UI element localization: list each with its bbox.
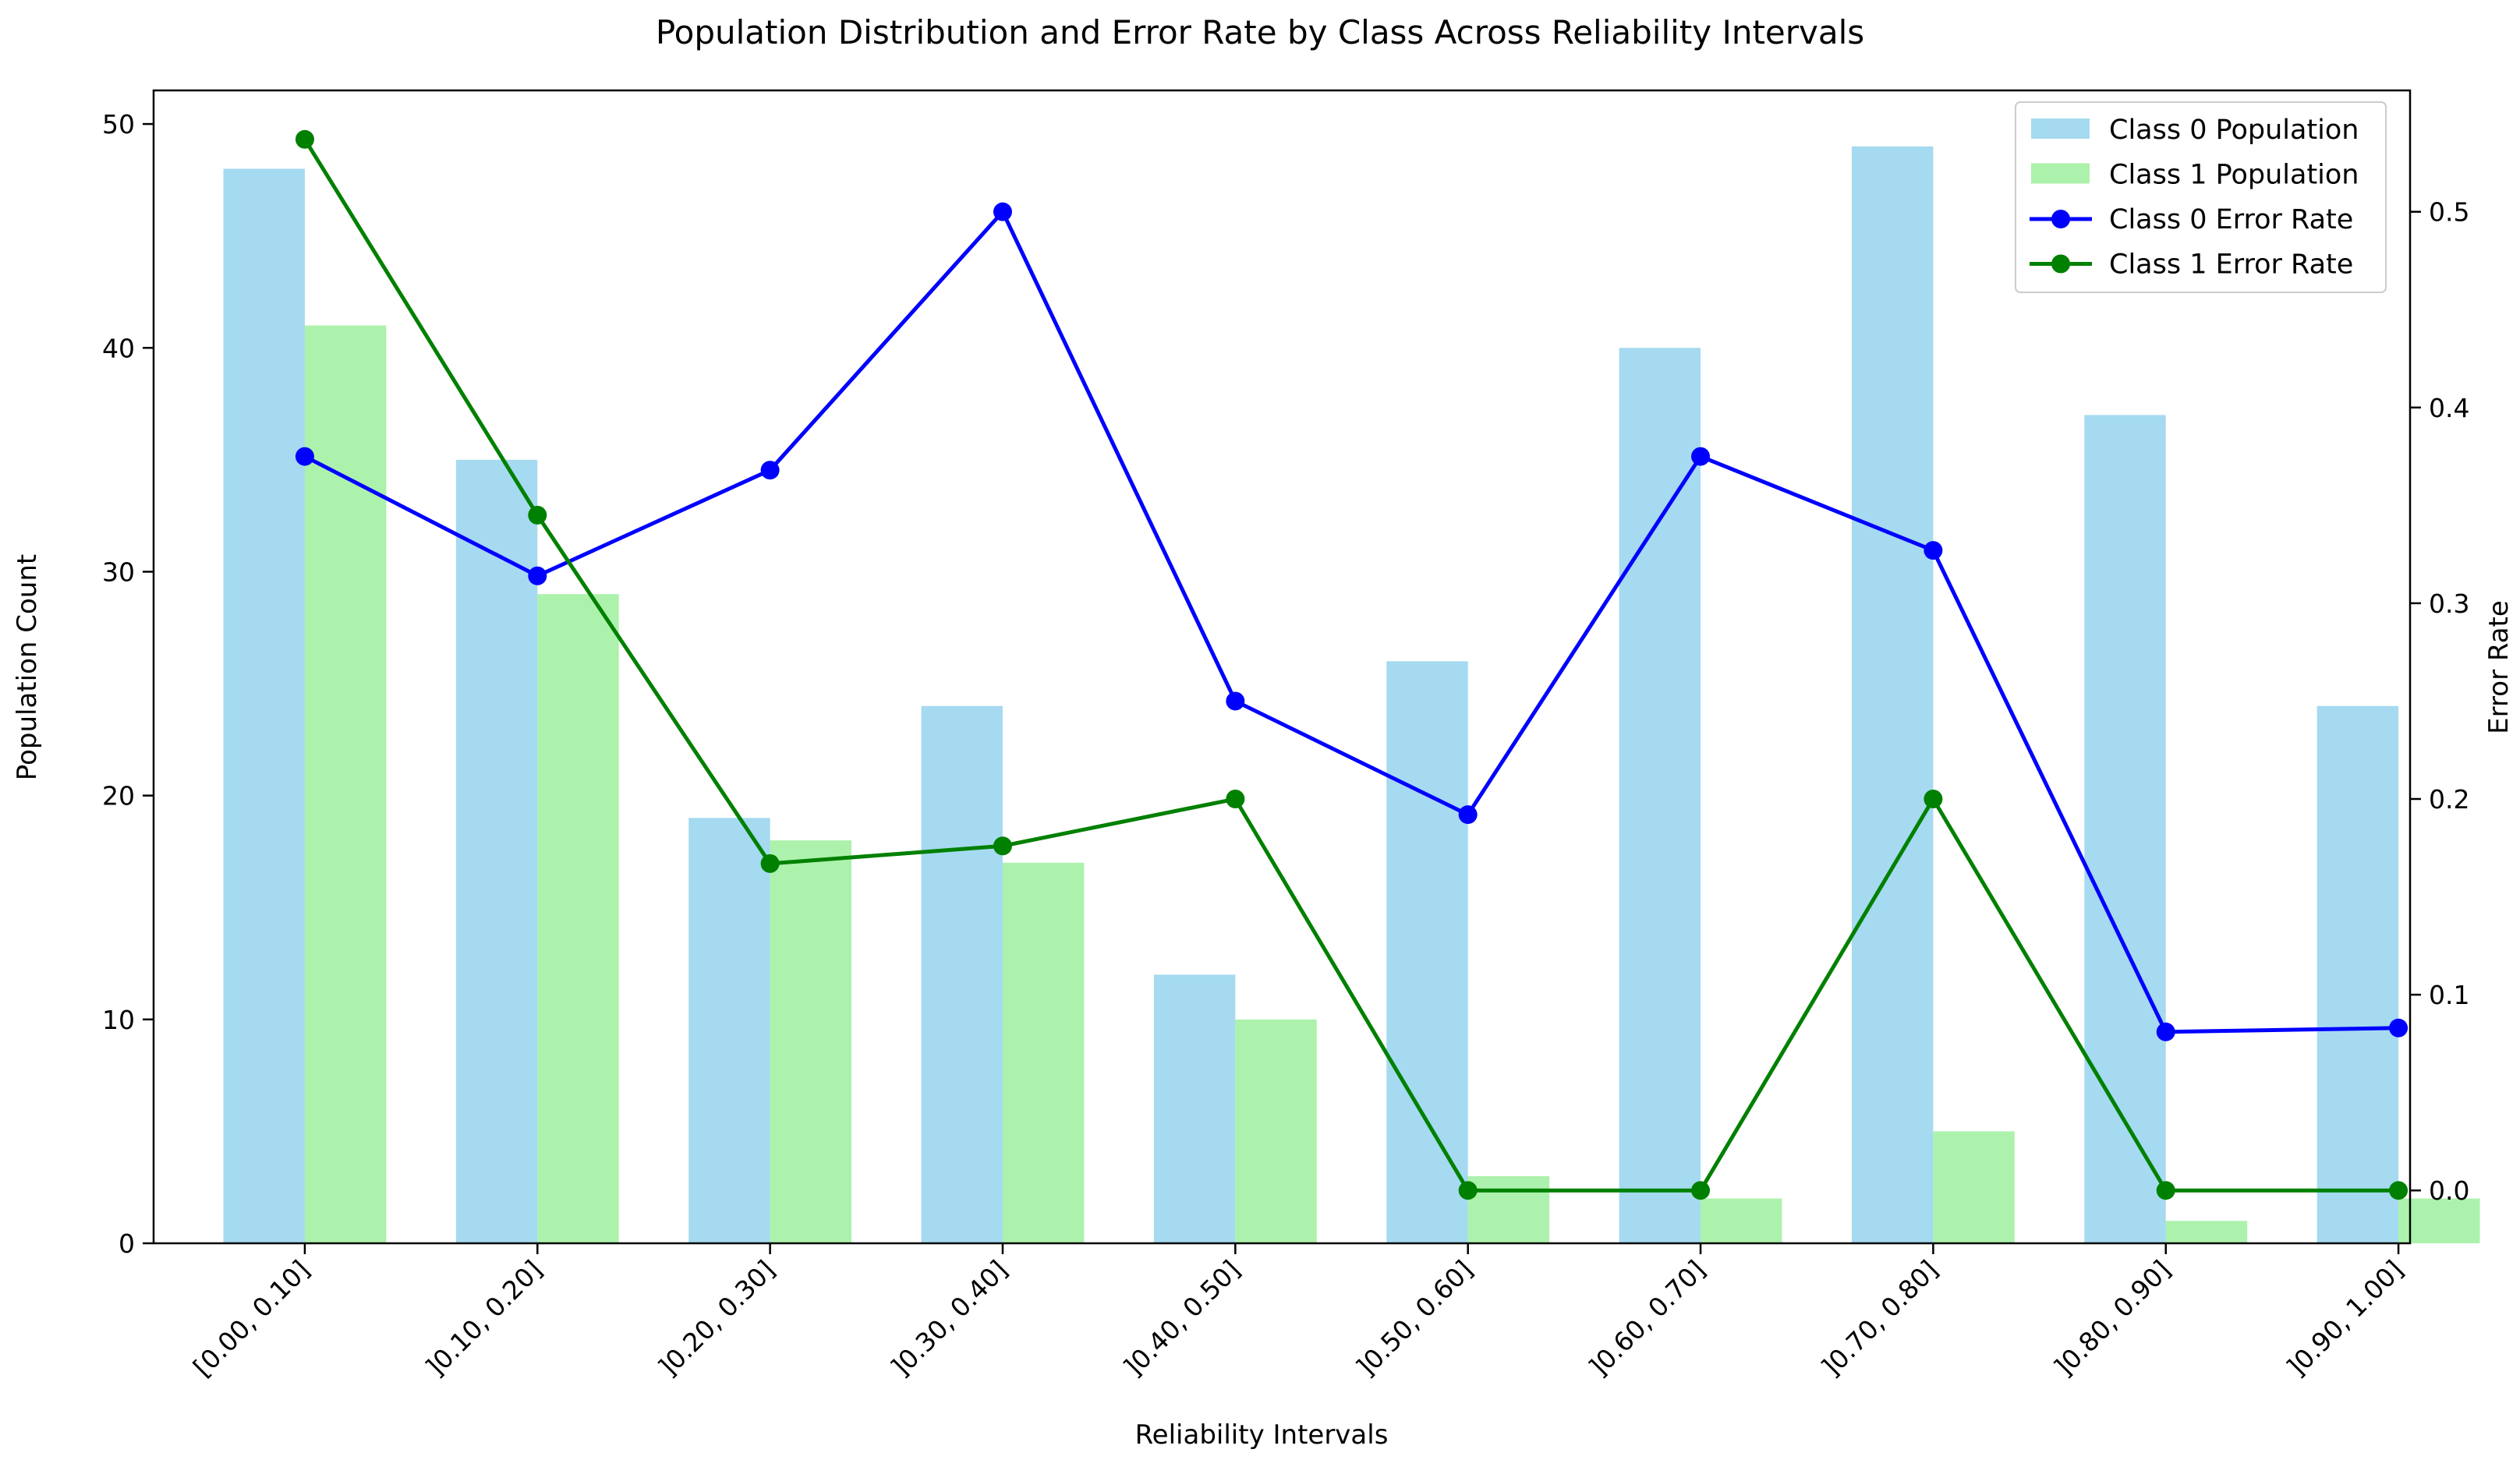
point-class0-error-4 xyxy=(1226,691,1245,711)
legend-swatch xyxy=(2031,163,2090,184)
y2-tick-label: 0.0 xyxy=(2429,1175,2469,1206)
y2-tick-label: 0.3 xyxy=(2429,589,2469,619)
plot-frame xyxy=(152,89,2412,1245)
bar-class0-2 xyxy=(688,818,770,1243)
y-axis-title: Population Count xyxy=(12,554,43,780)
y2-axis-title: Error Rate xyxy=(2483,600,2515,734)
y-tick-label: 30 xyxy=(102,557,135,587)
point-class0-error-9 xyxy=(2389,1018,2409,1038)
legend-swatch xyxy=(2031,118,2090,139)
point-class0-error-5 xyxy=(1458,805,1478,825)
bar-class1-2 xyxy=(770,840,852,1243)
point-class1-error-1 xyxy=(528,505,547,525)
bar-class0-3 xyxy=(921,705,1003,1243)
point-class1-error-6 xyxy=(1691,1181,1711,1200)
point-class1-error-7 xyxy=(1924,789,1943,808)
bar-class0-0 xyxy=(223,168,305,1244)
point-class0-error-8 xyxy=(2156,1022,2175,1041)
x-axis-title: Reliability Intervals xyxy=(1135,1419,1389,1451)
legend: Class 0 Population Class 1 Population Clas… xyxy=(2015,101,2387,293)
bar-class1-3 xyxy=(1002,862,1085,1243)
y-tick-label: 0 xyxy=(119,1228,135,1259)
y-tick-label: 20 xyxy=(102,781,135,811)
y2-tick-label: 0.5 xyxy=(2429,197,2469,228)
legend-label: Class 1 Population xyxy=(2109,160,2359,191)
line-class1-error-rate xyxy=(303,138,2399,1193)
bar-class0-8 xyxy=(2084,415,2166,1243)
legend-marker xyxy=(2051,210,2070,228)
bar-class1-6 xyxy=(1701,1198,1782,1243)
bar-class1-8 xyxy=(2165,1221,2248,1243)
line-class0-error-rate xyxy=(303,208,2399,1034)
bar-class1-4 xyxy=(1235,1019,1317,1243)
bar-class0-4 xyxy=(1153,974,1236,1243)
legend-box xyxy=(2015,101,2387,293)
point-class1-error-0 xyxy=(295,129,314,149)
y-tick-label: 10 xyxy=(102,1005,135,1035)
point-class1-error-3 xyxy=(993,836,1012,856)
point-class0-error-7 xyxy=(1924,541,1943,560)
chart-title: Population Distribution and Error Rate b… xyxy=(656,13,1864,51)
point-class0-error-0 xyxy=(295,447,314,466)
bar-class0-9 xyxy=(2316,705,2399,1243)
y2-tick-label: 0.1 xyxy=(2429,980,2469,1010)
bars-layer xyxy=(223,146,2480,1244)
point-class1-error-9 xyxy=(2389,1181,2409,1200)
point-class0-error-2 xyxy=(760,461,780,480)
y2-tick-label: 0.2 xyxy=(2429,784,2469,815)
point-class0-error-3 xyxy=(993,202,1012,221)
bar-class1-9 xyxy=(2398,1198,2480,1243)
legend-label: Class 0 Population xyxy=(2109,115,2359,146)
legend-label: Class 0 Error Rate xyxy=(2109,204,2353,235)
y-tick-label: 40 xyxy=(102,333,135,363)
lines-layer xyxy=(295,129,2409,1200)
bar-class1-1 xyxy=(537,594,619,1243)
legend-label: Class 1 Error Rate xyxy=(2109,249,2353,281)
legend-marker xyxy=(2051,254,2070,274)
y-tick-label: 50 xyxy=(102,109,135,140)
point-class1-error-4 xyxy=(1226,789,1245,808)
bar-class0-6 xyxy=(1619,348,1701,1243)
bar-class1-5 xyxy=(1467,1175,1550,1243)
point-class1-error-5 xyxy=(1458,1181,1478,1200)
bar-class1-7 xyxy=(1933,1131,2015,1243)
point-class1-error-2 xyxy=(760,854,780,873)
y2-tick-label: 0.4 xyxy=(2429,393,2469,423)
bar-class0-5 xyxy=(1386,661,1468,1243)
bar-class0-7 xyxy=(1851,146,1934,1243)
point-class1-error-8 xyxy=(2156,1181,2175,1200)
bar-class0-1 xyxy=(455,459,538,1243)
point-class0-error-1 xyxy=(528,566,547,585)
point-class0-error-6 xyxy=(1691,447,1711,466)
